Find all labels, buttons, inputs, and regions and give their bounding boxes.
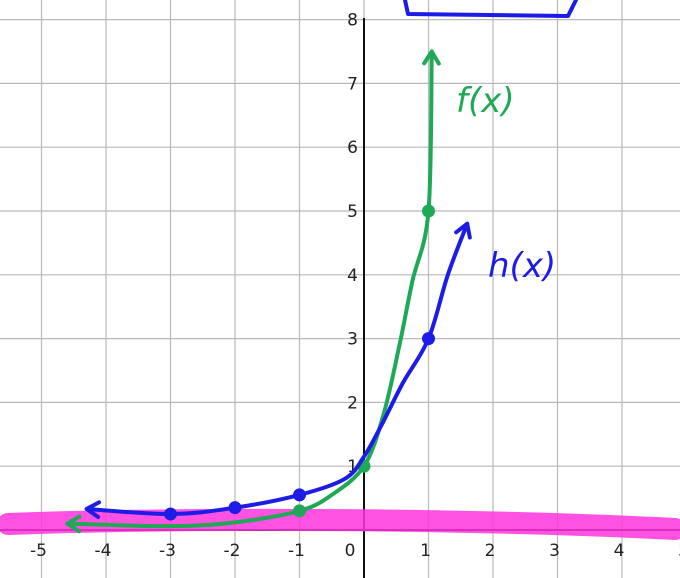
y-tick-label: 8: [347, 11, 358, 31]
fx-right-arrow: [422, 49, 441, 66]
fx-point: [293, 504, 306, 518]
x-tick-label: 1: [420, 541, 431, 561]
x-tick-label: 5: [678, 541, 680, 561]
h-label: h(x): [488, 246, 556, 286]
box-fragment-stroke: [403, 0, 578, 18]
asymptote-highlight: [0, 508, 680, 540]
blue-box-fragment: [403, 0, 578, 18]
hx-left-arrow: [84, 500, 102, 519]
y-tick-label: 6: [347, 138, 358, 158]
x-tick-label: -2: [224, 541, 241, 561]
x-tick-label: 4: [614, 541, 625, 561]
x-tick-label: 0: [345, 541, 356, 561]
x-tick-label: 3: [549, 541, 560, 561]
hx-right-arrow: [454, 221, 472, 240]
axes: [0, 18, 680, 578]
curve-labels: f(x) h(x): [456, 81, 556, 286]
x-tick-label: 2: [485, 541, 496, 561]
y-tick-label: 2: [347, 393, 358, 413]
x-tick-label: -3: [159, 541, 176, 561]
fx-left-arrow: [65, 514, 82, 534]
tick-labels: -5 -4 -3 -2 -1 0 1 2 3 4 5 1 2 3 4 5 6 7 8: [30, 11, 680, 561]
x-tick-label: -4: [95, 541, 112, 561]
y-tick-label: 3: [347, 330, 358, 350]
fx-point: [422, 204, 435, 218]
hx-point: [293, 488, 306, 502]
asymptote-highlight-stroke: [0, 508, 680, 540]
x-tick-label: -1: [288, 541, 305, 561]
curves: [65, 49, 472, 534]
x-tick-label: -5: [30, 541, 47, 561]
hx-point: [164, 507, 177, 521]
f-label: f(x): [456, 81, 515, 121]
hx-point: [422, 332, 435, 346]
hx-curve: [84, 221, 470, 517]
y-tick-label: 1: [347, 457, 358, 477]
y-tick-label: 7: [347, 74, 358, 94]
hx-point: [228, 501, 242, 515]
y-tick-label: 5: [347, 202, 358, 222]
y-tick-label: 4: [347, 266, 358, 286]
fx-curve: [65, 49, 434, 529]
